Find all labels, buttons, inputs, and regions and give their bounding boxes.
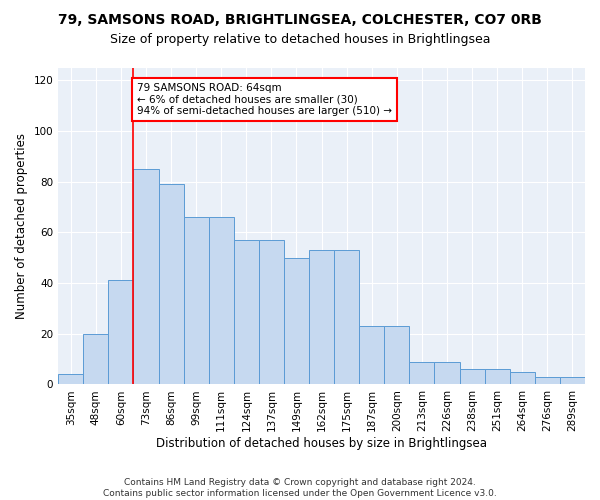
Text: Contains HM Land Registry data © Crown copyright and database right 2024.
Contai: Contains HM Land Registry data © Crown c… bbox=[103, 478, 497, 498]
Bar bbox=[434, 362, 460, 384]
X-axis label: Distribution of detached houses by size in Brightlingsea: Distribution of detached houses by size … bbox=[156, 437, 487, 450]
Bar bbox=[460, 369, 485, 384]
Bar bbox=[158, 184, 184, 384]
Bar bbox=[83, 334, 109, 384]
Bar bbox=[359, 326, 385, 384]
Text: Size of property relative to detached houses in Brightlingsea: Size of property relative to detached ho… bbox=[110, 32, 490, 46]
Bar bbox=[209, 217, 234, 384]
Bar bbox=[485, 369, 510, 384]
Bar bbox=[109, 280, 133, 384]
Text: 79, SAMSONS ROAD, BRIGHTLINGSEA, COLCHESTER, CO7 0RB: 79, SAMSONS ROAD, BRIGHTLINGSEA, COLCHES… bbox=[58, 12, 542, 26]
Bar bbox=[560, 377, 585, 384]
Bar bbox=[259, 240, 284, 384]
Bar bbox=[334, 250, 359, 384]
Bar bbox=[309, 250, 334, 384]
Bar bbox=[409, 362, 434, 384]
Bar bbox=[234, 240, 259, 384]
Text: 79 SAMSONS ROAD: 64sqm
← 6% of detached houses are smaller (30)
94% of semi-deta: 79 SAMSONS ROAD: 64sqm ← 6% of detached … bbox=[137, 82, 392, 116]
Bar bbox=[58, 374, 83, 384]
Bar bbox=[133, 169, 158, 384]
Bar bbox=[184, 217, 209, 384]
Bar bbox=[284, 258, 309, 384]
Bar bbox=[510, 372, 535, 384]
Y-axis label: Number of detached properties: Number of detached properties bbox=[15, 133, 28, 319]
Bar bbox=[385, 326, 409, 384]
Bar bbox=[535, 377, 560, 384]
